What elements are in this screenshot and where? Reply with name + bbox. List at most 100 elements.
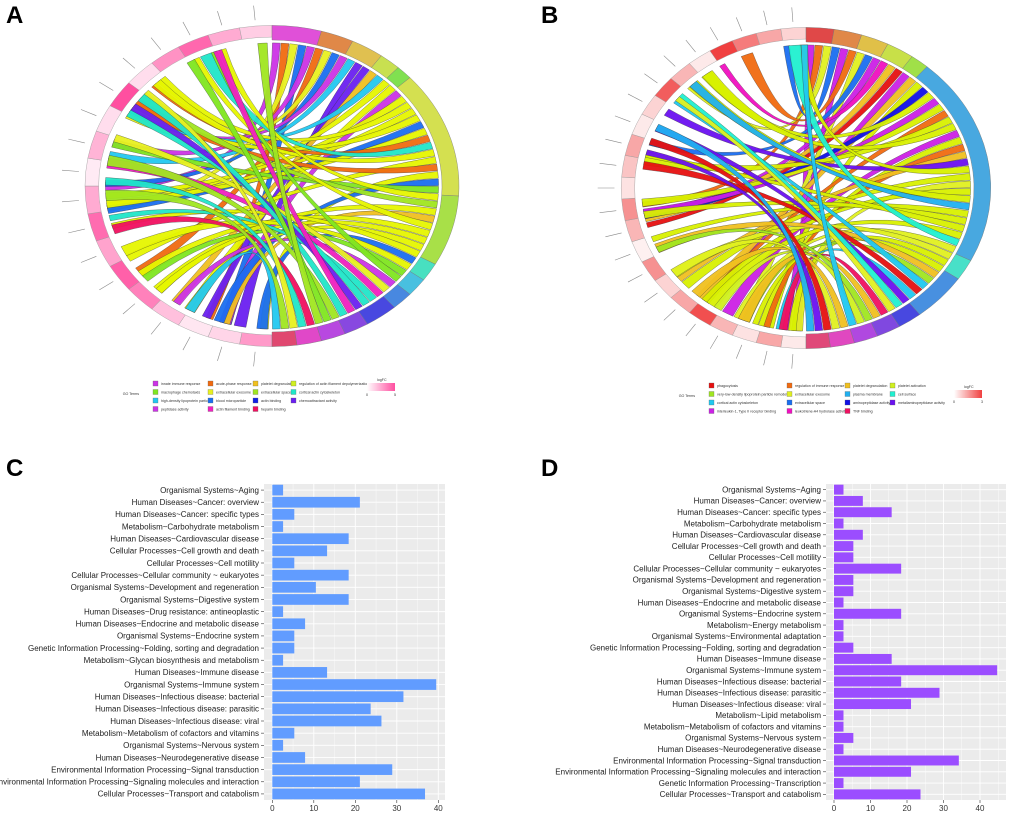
x-tick-label: 10 (309, 804, 318, 813)
category-label: Human Diseases~Endocrine and metabolic d… (638, 598, 822, 607)
bar (272, 764, 393, 775)
x-tick-label: 20 (351, 804, 360, 813)
gene-label-mark (685, 323, 696, 337)
gene-segment (239, 25, 273, 40)
legend-item: regulation of actin filament depolymeriz… (290, 380, 369, 387)
category-label: Cellular Processes~Cell growth and death (672, 542, 821, 551)
bar (834, 518, 844, 529)
gene-label-mark (599, 163, 617, 166)
legend-swatch (844, 391, 851, 397)
legend-swatch (844, 408, 851, 414)
gene-segment (109, 260, 140, 290)
legend-swatch (290, 389, 297, 395)
bar (834, 563, 902, 574)
legend-label: extracellular space (795, 401, 825, 405)
bar (272, 727, 295, 739)
gene-label-mark (663, 309, 676, 321)
go-terms-legend: GO Terms innate immune response macrophage… (123, 380, 369, 412)
legend-item: peptidase activity (152, 406, 189, 412)
go-terms-legend: GO Terms phagocytosis very-low-density lip… (679, 382, 945, 414)
bar (272, 484, 284, 496)
chord-ribbon (648, 137, 832, 331)
gene-label-mark (217, 346, 223, 361)
category-label: Human Diseases~Cardiovascular disease (110, 534, 259, 543)
gene-segment (151, 46, 186, 73)
bar (834, 574, 854, 585)
category-label: Human Diseases~Immune disease (697, 655, 822, 664)
bar (834, 789, 921, 800)
category-label: Environmental Information Processing~Sig… (613, 756, 821, 765)
legend-item: platelet activation (889, 382, 926, 389)
gene-segment (84, 157, 102, 187)
legend-item: TNF binding (844, 408, 873, 414)
scale-title: logFC (964, 385, 974, 389)
category-label: Human Diseases~Neurodegenerative disease (96, 753, 260, 762)
chord-ribbon (791, 180, 971, 332)
bar (272, 703, 371, 715)
bar (834, 597, 844, 608)
bar (834, 586, 854, 597)
x-tick-label: 30 (392, 804, 401, 813)
gene-segment (624, 218, 645, 243)
gene-label-mark (763, 350, 768, 366)
category-label: Organismal Systems~Nervous system (685, 734, 821, 743)
category-label: Organismal Systems~Aging (722, 485, 821, 494)
bar (272, 776, 360, 788)
gene-segment (96, 105, 123, 136)
scale-tick: 0 (953, 400, 955, 404)
bar-chart-d: Organismal Systems~Aging Human Diseases~C… (555, 484, 1006, 813)
category-label: Organismal Systems~Digestive system (682, 587, 821, 596)
legend-item: actin binding (252, 397, 281, 404)
category-label: Human Diseases~Infectious disease: paras… (657, 689, 821, 698)
bar (834, 484, 844, 495)
category-label: Cellular Processes~Cell motility (709, 553, 821, 562)
legend-item: cortical actin cytoskeleton (708, 399, 758, 406)
chord-ribbon (702, 70, 957, 150)
gene-segment (621, 176, 636, 200)
gene-segment (87, 211, 110, 242)
chord-diagram-a: GO Terms innate immune response macrophage… (61, 5, 460, 412)
gene-label-mark (735, 17, 743, 32)
bar-chart-c: Organismal Systems~Aging Human Diseases~C… (0, 484, 445, 813)
scale-tick: 5 (394, 393, 396, 397)
category-label: Human Diseases~Infectious disease: bacte… (657, 677, 822, 686)
bar (834, 631, 844, 642)
legend-item: very-low-density lipoprotein particle re… (708, 391, 792, 397)
gene-segment (96, 236, 123, 267)
gene-label-mark (122, 303, 136, 315)
bar (834, 744, 844, 755)
bar (272, 557, 295, 569)
bar (834, 495, 863, 506)
term-segment (805, 27, 835, 44)
gene-segment (624, 133, 645, 158)
legend-label: regulation of immune response (795, 384, 844, 388)
legend-swatch (889, 382, 896, 389)
x-tick-label: 0 (270, 804, 275, 813)
bar (272, 679, 437, 690)
bar (834, 755, 959, 766)
category-label: Human Diseases~Cancer: overview (694, 497, 822, 506)
gene-label-mark (182, 336, 191, 351)
gene-segment (780, 27, 807, 41)
chord-ribbon (673, 98, 929, 290)
term-segment (805, 332, 831, 349)
chord-ribbon (646, 68, 903, 228)
category-label: Human Diseases~Neurodegenerative disease (658, 745, 822, 754)
category-label: Metabolism~Lipid metabolism (715, 711, 821, 720)
x-tick-label: 40 (434, 804, 443, 813)
gene-label-mark (150, 322, 162, 335)
legend-swatch (708, 399, 715, 406)
category-label: Human Diseases~Cancer: specific types (677, 508, 821, 517)
gene-label-mark (735, 344, 743, 359)
legend-swatch (252, 397, 259, 404)
gene-segment (755, 28, 783, 45)
legend-item: cortical actin cytoskeleton (290, 389, 340, 395)
legend-label: extracellular space (261, 391, 291, 395)
legend-item: innate immune response (152, 380, 200, 387)
legend-swatch (152, 389, 159, 395)
legend-item: extracellular space (252, 389, 291, 395)
category-label: Genetic Information Processing~Folding, … (590, 643, 821, 652)
legend-item: chemoattractant activity (290, 397, 337, 404)
legend-label: actin binding (261, 399, 281, 403)
gene-segment (780, 335, 807, 349)
